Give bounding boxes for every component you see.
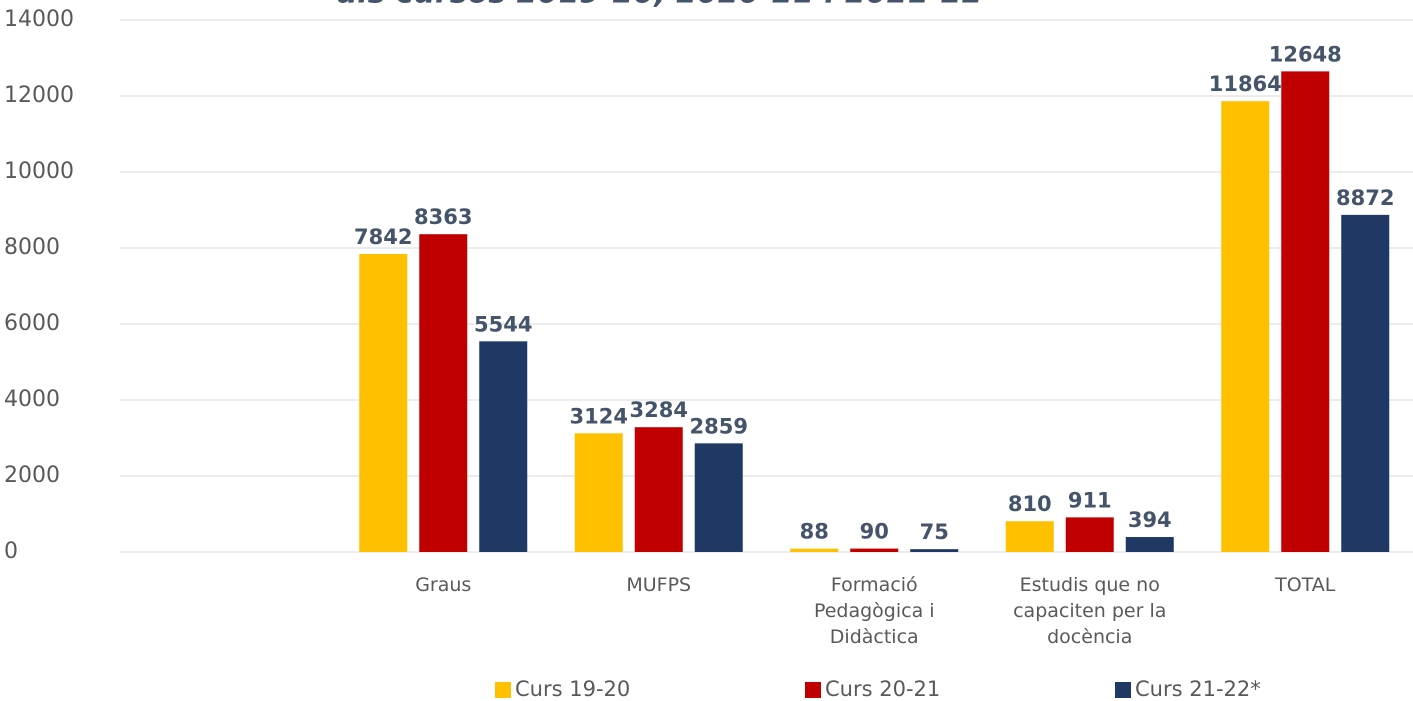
value-label: 911 [1068, 488, 1112, 512]
legend-swatch [805, 682, 821, 698]
y-tick-label: 6000 [4, 311, 60, 336]
bar [1221, 101, 1270, 552]
x-tick-label: TOTAL [1274, 574, 1336, 596]
value-label: 810 [1008, 492, 1052, 516]
y-tick-label: 4000 [4, 387, 60, 412]
legend-swatch [1115, 682, 1131, 698]
y-tick-label: 2000 [4, 463, 60, 488]
bar [910, 549, 959, 552]
x-tick-label: Graus [415, 574, 471, 596]
bar [790, 548, 839, 552]
value-label: 90 [860, 520, 889, 544]
value-label: 7842 [354, 225, 412, 249]
bar [419, 234, 468, 552]
value-label: 3124 [570, 404, 628, 428]
y-tick-label: 0 [4, 539, 18, 564]
x-tick-label: Formació Pedagògica i Didàctica [814, 574, 935, 648]
value-label: 394 [1128, 508, 1172, 532]
y-tick-label: 14000 [4, 7, 74, 32]
bar [694, 443, 743, 552]
y-tick-label: 12000 [4, 83, 74, 108]
bar [359, 254, 408, 552]
legend-label: Curs 21-22* [1135, 677, 1261, 701]
legend-label: Curs 19-20 [515, 677, 630, 701]
x-tick-label: MUFPS [626, 574, 691, 596]
value-label: 3284 [630, 398, 688, 422]
bar [1341, 214, 1390, 552]
legend-swatch [495, 682, 511, 698]
value-label: 2859 [690, 414, 748, 438]
value-label: 88 [800, 520, 829, 544]
value-label: 5544 [474, 312, 532, 336]
value-label: 75 [920, 520, 949, 544]
value-label: 12648 [1269, 42, 1342, 66]
value-label: 8363 [414, 205, 472, 229]
y-tick-label: 10000 [4, 159, 74, 184]
x-tick-label: Estudis que no capaciten per la docència [1013, 574, 1166, 648]
bar [1005, 521, 1054, 552]
bar [850, 548, 899, 552]
bar [479, 341, 528, 552]
y-tick-label: 8000 [4, 235, 60, 260]
legend-label: Curs 20-21 [825, 677, 940, 701]
value-label: 8872 [1336, 186, 1394, 210]
value-label: 11864 [1209, 72, 1282, 96]
bar [1065, 517, 1114, 552]
bar [1281, 71, 1330, 552]
chart-title: als cursos 2019-20, 2020-21 i 2021-22 [337, 0, 983, 11]
bar [634, 427, 683, 552]
bar [574, 433, 623, 552]
bar [1125, 537, 1174, 552]
